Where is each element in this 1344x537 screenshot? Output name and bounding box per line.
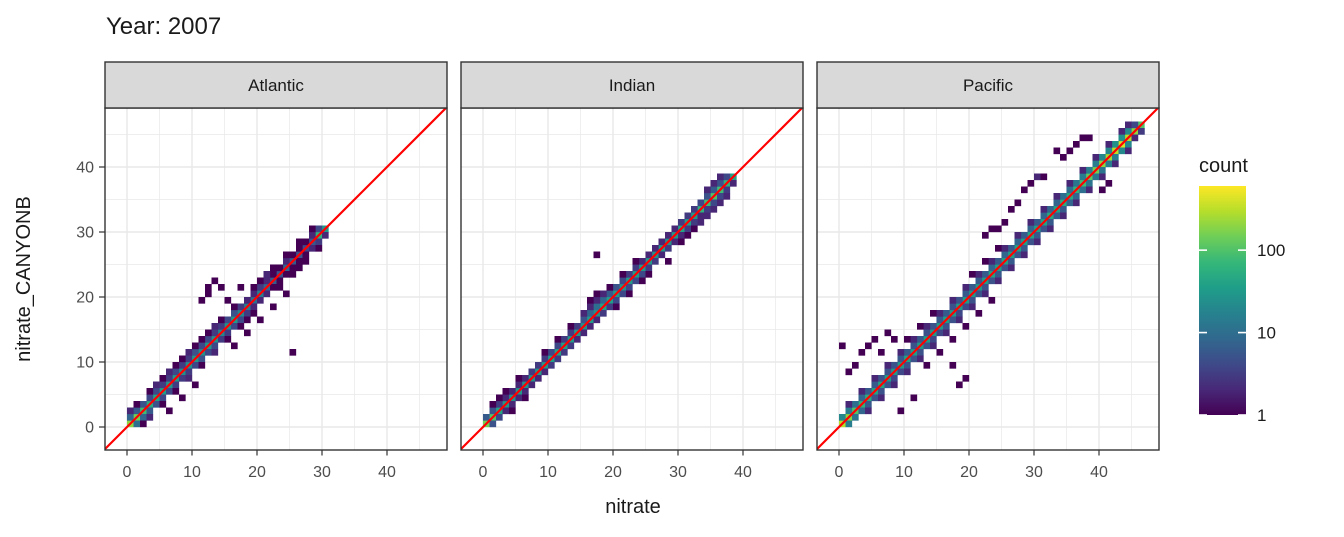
- x-tick-label: 0: [123, 464, 132, 481]
- legend-tick-label: 1: [1257, 406, 1266, 425]
- plot-title: Year: 2007: [106, 13, 221, 40]
- facet-strip-label: Atlantic: [248, 76, 304, 95]
- identity-line: [817, 108, 1159, 450]
- x-tick-label: 0: [835, 464, 844, 481]
- y-tick-label: 0: [85, 420, 94, 437]
- x-tick-label: 40: [734, 464, 752, 481]
- x-tick-label: 10: [539, 464, 557, 481]
- legend-title: count: [1199, 155, 1248, 177]
- legend-colorbar: count 100 10 1: [1199, 155, 1285, 425]
- identity-line: [105, 108, 447, 450]
- facet-strip-label: Indian: [609, 76, 655, 95]
- facet-panel-indian: Indian 0 10 20 30 40: [460, 61, 804, 481]
- y-tick-label: 40: [76, 160, 94, 177]
- legend-tick-label: 100: [1257, 241, 1285, 260]
- x-tick-label: 40: [1090, 464, 1108, 481]
- facet-panels: Atlantic 0 10 20 30 40 0 10 20 30 40 Indian 0 10 20 30 4…: [76, 61, 1160, 481]
- y-axis-title: nitrate_CANYONB: [13, 196, 35, 362]
- panel-grid: [461, 108, 803, 450]
- legend-gradient-bar: [1199, 186, 1246, 415]
- y-tick-label: 30: [76, 225, 94, 242]
- x-tick-label: 40: [378, 464, 396, 481]
- panel-grid: [817, 108, 1159, 450]
- x-tick-label: 0: [479, 464, 488, 481]
- x-tick-label: 30: [313, 464, 331, 481]
- facet-strip-label: Pacific: [963, 76, 1014, 95]
- x-axis-title: nitrate: [605, 496, 661, 518]
- y-tick-label: 10: [76, 355, 94, 372]
- x-tick-label: 20: [248, 464, 266, 481]
- facet-strip: [104, 61, 448, 109]
- y-tick-label: 20: [76, 290, 94, 307]
- facet-panel-pacific: Pacific 0 10 20 30 40: [816, 61, 1160, 481]
- x-tick-label: 10: [183, 464, 201, 481]
- facet-strip: [460, 61, 804, 109]
- x-tick-label: 30: [669, 464, 687, 481]
- facet-strip: [816, 61, 1160, 109]
- legend-tick-label: 10: [1257, 324, 1276, 343]
- facet-panel-atlantic: Atlantic 0 10 20 30 40 0 10 20 30 40: [76, 61, 448, 481]
- identity-line: [461, 108, 803, 450]
- x-tick-label: 20: [604, 464, 622, 481]
- x-tick-label: 30: [1025, 464, 1043, 481]
- x-tick-label: 10: [895, 464, 913, 481]
- x-tick-label: 20: [960, 464, 978, 481]
